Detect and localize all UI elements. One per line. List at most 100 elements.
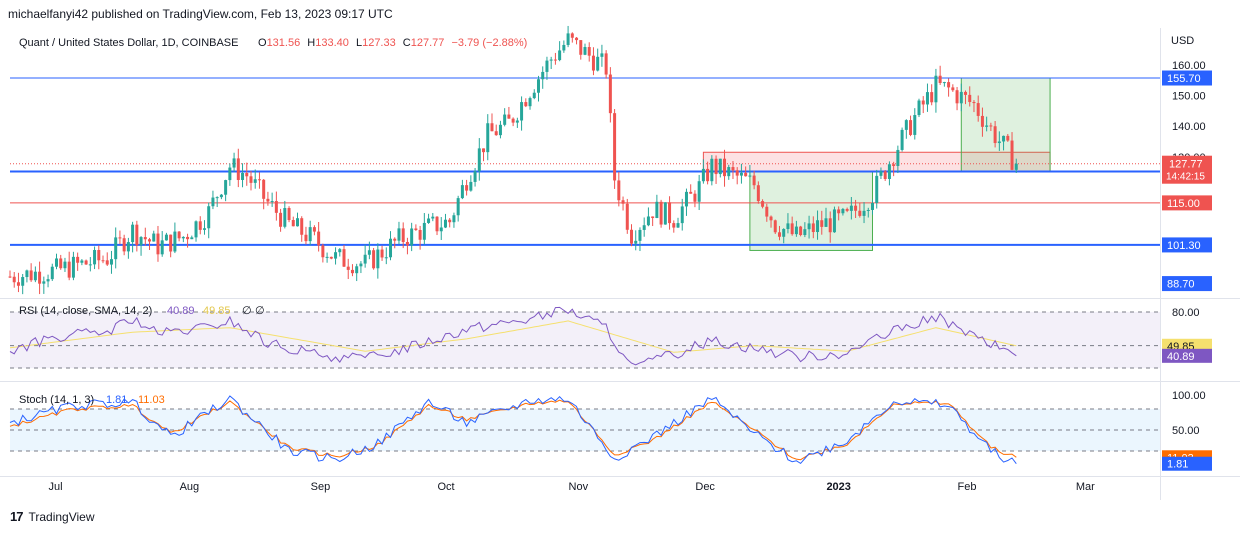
rsi-ma-legend-value: 49.85	[203, 305, 231, 317]
stoch-title: Stoch (14, 1, 3)	[19, 394, 94, 406]
candle	[122, 234, 126, 256]
candle	[904, 119, 908, 139]
candle-body	[587, 47, 591, 56]
candle-body	[469, 181, 473, 191]
candle-body	[325, 256, 329, 258]
candle	[587, 42, 591, 62]
candle	[338, 248, 342, 257]
candle	[756, 181, 760, 204]
candle-body	[710, 158, 714, 182]
candle-body	[570, 33, 574, 38]
candle-body	[985, 125, 989, 127]
candle	[558, 41, 562, 62]
candle-body	[676, 223, 680, 228]
candle-body	[135, 224, 139, 246]
candle-body	[896, 149, 900, 166]
candle	[777, 225, 781, 241]
candle	[401, 222, 405, 249]
candle-body	[300, 218, 304, 235]
candle-body	[744, 172, 748, 177]
candle	[55, 253, 59, 270]
candle	[617, 171, 621, 207]
candle-body	[524, 102, 528, 107]
candle	[177, 231, 181, 242]
candle	[359, 261, 363, 274]
candle	[156, 225, 160, 262]
candle	[731, 161, 735, 180]
candle	[452, 212, 456, 228]
candle-body	[816, 220, 820, 233]
candle-body	[625, 203, 629, 230]
candle	[257, 172, 261, 189]
candle	[384, 247, 388, 265]
level-tag-155.70: 155.70	[1162, 70, 1212, 86]
candle-body	[29, 270, 33, 281]
time-tick-2023: 2023	[826, 481, 850, 493]
candle	[913, 108, 917, 140]
candle-body	[101, 260, 105, 262]
candle	[389, 231, 393, 261]
candle-body	[854, 205, 858, 211]
candle	[253, 169, 257, 189]
time-tick-Aug: Aug	[180, 481, 200, 493]
price-axis[interactable]: 160.00150.00140.00130.00155.70125.25115.…	[1162, 60, 1212, 292]
candle-body	[105, 260, 109, 265]
candle-body	[777, 232, 781, 237]
candle	[520, 96, 524, 131]
stoch-tag-1.81-text: 1.81	[1167, 459, 1188, 471]
candle	[325, 252, 329, 263]
rsi-pane[interactable]: 80.00 49.85 40.89	[9, 306, 1212, 369]
stoch-pane[interactable]: 100.00 50.00 11.03 1.81	[9, 390, 1212, 471]
change-value: −3.79 (−2.88%)	[451, 37, 527, 49]
candle	[448, 218, 452, 228]
candle-body	[152, 233, 156, 242]
candle	[503, 108, 507, 127]
candle-body	[33, 271, 37, 281]
candle	[871, 199, 874, 215]
level-tag-88.70-text: 88.70	[1167, 279, 1195, 291]
candle	[786, 213, 790, 234]
candle-body	[503, 114, 507, 125]
candle-body	[803, 229, 807, 236]
rsi-band	[10, 311, 1160, 369]
last-price-tag-bg	[1162, 155, 1212, 184]
candle-body	[583, 47, 587, 55]
candles[interactable]	[8, 25, 1018, 295]
candle	[735, 167, 739, 185]
candle-body	[418, 229, 422, 240]
candle-body	[194, 221, 198, 238]
candle-body	[93, 250, 97, 265]
candle	[304, 226, 308, 245]
candle-body	[541, 71, 545, 80]
candle-body	[169, 234, 173, 252]
candle	[828, 211, 832, 243]
candle-body	[900, 129, 904, 150]
candle-body	[558, 50, 562, 61]
candle-body	[490, 123, 494, 132]
candle	[841, 207, 845, 216]
candle	[477, 138, 481, 181]
candle-body	[76, 256, 80, 263]
candle-body	[262, 179, 266, 199]
candle	[329, 256, 333, 260]
candle-body	[528, 98, 532, 107]
time-axis[interactable]: Jul Aug Sep Oct Nov Dec 2023 Feb Mar	[49, 481, 1096, 493]
stoch-tick-50.00: 50.00	[1172, 425, 1200, 437]
candle-body	[8, 276, 12, 278]
candle	[816, 210, 820, 240]
candle	[148, 237, 152, 251]
bar-countdown: 14:42:15	[1166, 172, 1205, 183]
candle	[494, 124, 498, 136]
candle	[84, 259, 88, 265]
candle-body	[634, 240, 638, 244]
candle	[186, 233, 190, 248]
tradingview-branding[interactable]: 17 TradingView	[10, 509, 95, 524]
candle	[33, 266, 37, 283]
time-tick-Mar: Mar	[1076, 481, 1095, 493]
candle	[608, 67, 612, 123]
candle-body	[579, 40, 583, 55]
candle-body	[706, 168, 710, 182]
candle	[418, 225, 422, 250]
candle	[820, 210, 824, 235]
